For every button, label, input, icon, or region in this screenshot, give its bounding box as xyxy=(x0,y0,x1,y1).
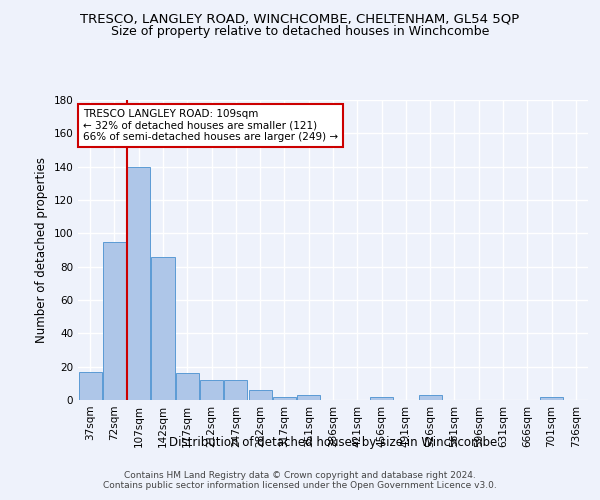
Bar xyxy=(79,372,101,400)
Text: Contains HM Land Registry data © Crown copyright and database right 2024.: Contains HM Land Registry data © Crown c… xyxy=(124,472,476,480)
Bar xyxy=(151,256,175,400)
Bar xyxy=(273,396,296,400)
Text: Distribution of detached houses by size in Winchcombe: Distribution of detached houses by size … xyxy=(169,436,497,449)
Bar xyxy=(370,396,393,400)
Bar xyxy=(176,374,199,400)
Bar xyxy=(103,242,126,400)
Text: TRESCO LANGLEY ROAD: 109sqm
← 32% of detached houses are smaller (121)
66% of se: TRESCO LANGLEY ROAD: 109sqm ← 32% of det… xyxy=(83,109,338,142)
Text: Size of property relative to detached houses in Winchcombe: Size of property relative to detached ho… xyxy=(111,25,489,38)
Bar xyxy=(540,396,563,400)
Text: TRESCO, LANGLEY ROAD, WINCHCOMBE, CHELTENHAM, GL54 5QP: TRESCO, LANGLEY ROAD, WINCHCOMBE, CHELTE… xyxy=(80,12,520,26)
Y-axis label: Number of detached properties: Number of detached properties xyxy=(35,157,48,343)
Bar xyxy=(419,395,442,400)
Text: Contains public sector information licensed under the Open Government Licence v3: Contains public sector information licen… xyxy=(103,482,497,490)
Bar xyxy=(224,380,247,400)
Bar xyxy=(248,390,272,400)
Bar xyxy=(127,166,150,400)
Bar xyxy=(297,395,320,400)
Bar xyxy=(200,380,223,400)
